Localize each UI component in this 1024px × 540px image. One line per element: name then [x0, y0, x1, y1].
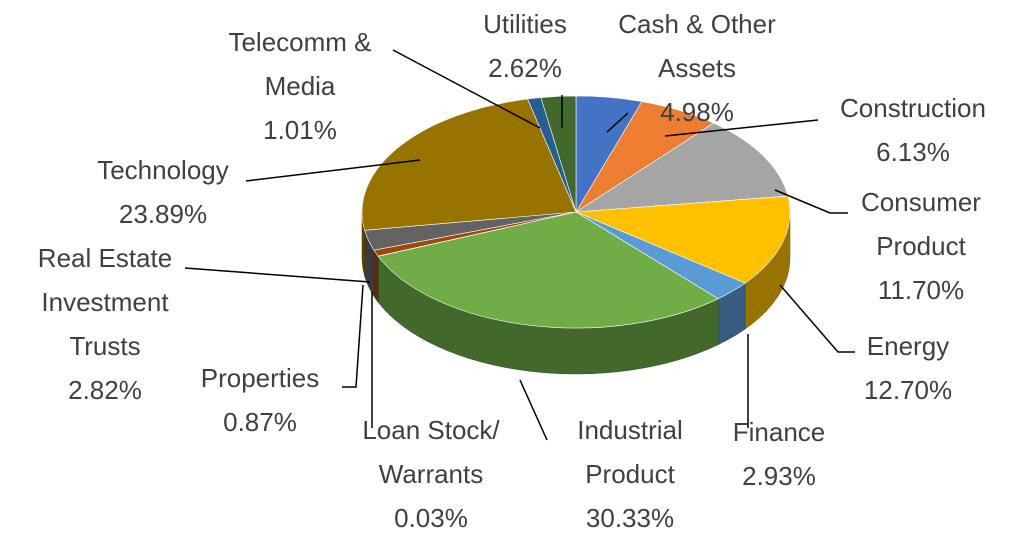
slice	[575, 195, 791, 284]
value-label: 23.89%	[118, 199, 208, 229]
category-label: Loan Stock/ Warrants	[362, 415, 500, 489]
leader-line	[392, 49, 541, 129]
leader-line	[664, 119, 819, 137]
data-label: Telecomm & Media 1.01%	[200, 20, 400, 152]
category-label: Consumer Product	[861, 187, 981, 261]
leader-line	[774, 189, 848, 214]
leader-line	[519, 379, 548, 441]
value-label: 0.03%	[394, 503, 468, 533]
slice	[540, 95, 577, 213]
category-label: Properties	[200, 363, 320, 393]
data-label: Properties 0.87%	[160, 356, 360, 444]
category-label: Cash & Other Assets	[618, 9, 776, 83]
data-label: Energy 12.70%	[833, 324, 983, 412]
data-label: Technology 23.89%	[63, 148, 263, 236]
slice	[361, 98, 577, 231]
value-label: 30.33%	[585, 503, 675, 533]
data-label: Real Estate Investment Trusts 2.82%	[15, 236, 195, 412]
leader-line	[779, 284, 855, 353]
leader-line	[606, 112, 629, 133]
category-label: Utilities	[483, 9, 567, 39]
category-label: Energy	[866, 331, 950, 361]
value-label: 2.82%	[68, 375, 142, 405]
slice	[377, 211, 719, 329]
data-label: Finance 2.93%	[704, 410, 854, 498]
data-label: Loan Stock/ Warrants 0.03%	[336, 408, 526, 540]
category-label: Real Estate Investment Trusts	[37, 243, 173, 361]
category-label: Telecomm & Media	[228, 27, 372, 101]
data-label: Cash & Other Assets 4.98%	[610, 2, 785, 134]
leader-line	[184, 267, 371, 283]
data-label: Construction 6.13%	[813, 86, 1013, 174]
value-label: 11.70%	[877, 275, 965, 305]
slice	[575, 122, 789, 213]
value-label: 2.93%	[742, 461, 816, 491]
category-label: Finance	[732, 417, 826, 447]
value-label: 1.01%	[263, 115, 337, 145]
value-label: 0.87%	[223, 407, 297, 437]
value-label: 4.98%	[660, 97, 734, 127]
data-label: Consumer Product 11.70%	[846, 180, 996, 312]
slice-side	[373, 249, 379, 303]
data-label: Utilities 2.62%	[450, 2, 600, 90]
leader-line	[245, 159, 421, 182]
data-label: Industrial Product 30.33%	[555, 408, 705, 540]
leader-line	[342, 284, 364, 388]
value-label: 12.70%	[863, 375, 953, 405]
category-label: Technology	[97, 155, 229, 185]
value-label: 2.62%	[488, 53, 562, 83]
value-label: 6.13%	[876, 137, 950, 167]
category-label: Construction	[840, 93, 986, 123]
category-label: Industrial Product	[577, 415, 683, 489]
